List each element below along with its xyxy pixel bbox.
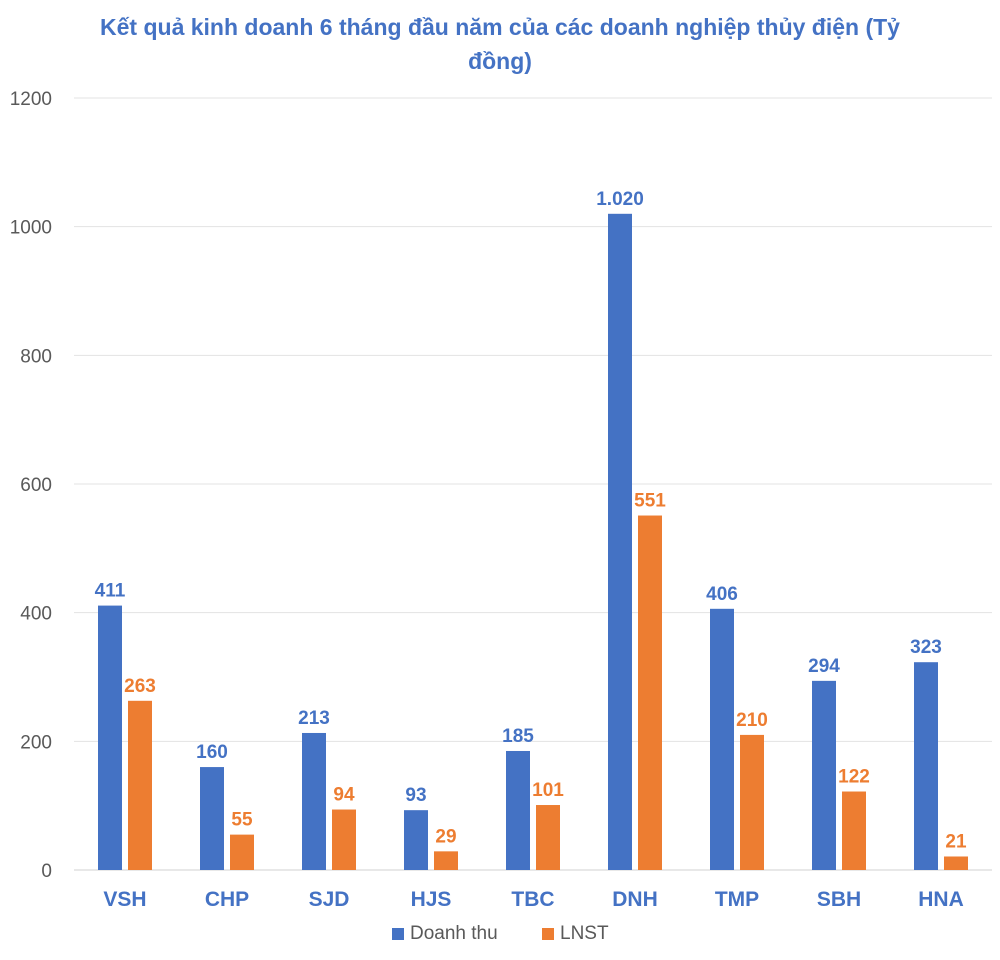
bar-lnst: [740, 734, 764, 870]
data-label: 160: [196, 742, 228, 763]
x-tick-label: SBH: [817, 888, 861, 911]
y-tick-label: 0: [41, 861, 52, 882]
data-label: 21: [945, 831, 967, 852]
y-tick-label: 200: [20, 732, 52, 753]
legend-swatch: [392, 928, 404, 940]
bar-doanh-thu: [404, 810, 428, 870]
bar-doanh-thu: [812, 680, 836, 870]
data-label: 210: [736, 710, 768, 731]
legend-swatch: [542, 928, 554, 940]
data-label: 294: [808, 656, 840, 677]
legend-label: LNST: [560, 923, 609, 944]
bar-lnst: [230, 834, 254, 870]
data-label: 411: [95, 581, 126, 602]
x-tick-label: SJD: [309, 888, 350, 911]
y-tick-label: 1200: [10, 89, 52, 110]
bar-lnst: [638, 515, 662, 870]
x-tick-label: TBC: [511, 888, 554, 911]
bar-lnst: [434, 851, 458, 870]
data-label: 323: [910, 637, 942, 658]
bar-doanh-thu: [98, 605, 122, 870]
data-label: 185: [502, 726, 534, 747]
data-label: 122: [838, 767, 870, 788]
y-tick-label: 1000: [10, 218, 52, 239]
data-label: 101: [532, 780, 564, 801]
bar-lnst: [536, 805, 560, 870]
bar-lnst: [842, 791, 866, 870]
data-label: 29: [435, 826, 456, 847]
data-label: 55: [231, 810, 253, 831]
y-tick-label: 800: [20, 346, 52, 367]
data-label: 94: [333, 785, 355, 806]
x-tick-label: CHP: [205, 888, 249, 911]
bar-doanh-thu: [302, 732, 326, 870]
data-label: 551: [634, 491, 666, 512]
bar-doanh-thu: [914, 662, 938, 870]
data-label: 263: [124, 676, 156, 697]
bar-lnst: [128, 700, 152, 870]
data-label: 213: [298, 708, 330, 729]
x-tick-label: HJS: [411, 888, 452, 911]
x-tick-label: DNH: [612, 888, 658, 911]
bar-doanh-thu: [608, 213, 632, 871]
y-tick-label: 600: [20, 475, 52, 496]
data-label: 1.020: [596, 189, 644, 210]
chart-title: Kết quả kinh doanh 6 tháng đầu năm của c…: [100, 14, 900, 74]
data-label: 93: [405, 785, 426, 806]
data-label: 406: [706, 584, 738, 605]
bar-doanh-thu: [506, 750, 530, 870]
x-tick-label: VSH: [103, 888, 146, 911]
x-tick-label: HNA: [918, 888, 964, 911]
y-tick-label: 400: [20, 604, 52, 625]
bar-doanh-thu: [200, 767, 224, 870]
legend-label: Doanh thu: [410, 923, 498, 944]
bar-lnst: [332, 809, 356, 870]
bar-doanh-thu: [710, 608, 734, 870]
bar-lnst: [944, 856, 968, 870]
x-tick-label: TMP: [715, 888, 759, 911]
